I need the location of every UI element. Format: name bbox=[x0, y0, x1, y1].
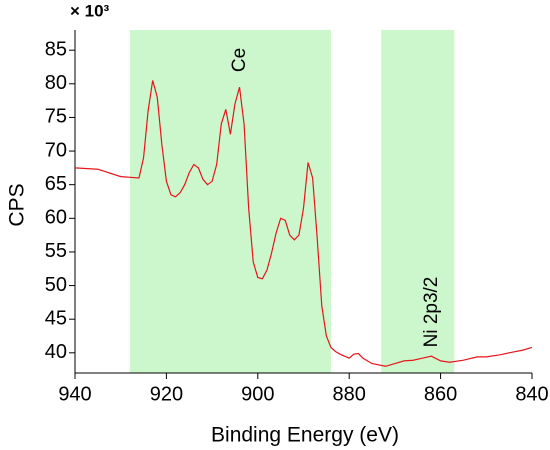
annotation: Ni 2p3/2 bbox=[421, 277, 442, 348]
y-tick-label: 60 bbox=[45, 207, 67, 229]
y-tick-label: 70 bbox=[45, 139, 67, 161]
x-axis-label: Binding Energy (eV) bbox=[211, 424, 399, 447]
annotation: Ce bbox=[229, 48, 250, 72]
x-tick-label: 920 bbox=[150, 383, 183, 405]
x-tick-label: 940 bbox=[58, 383, 91, 405]
region bbox=[381, 30, 455, 373]
x-tick-label: 880 bbox=[333, 383, 366, 405]
y-tick-label: 40 bbox=[45, 341, 67, 363]
y-tick-label: 85 bbox=[45, 38, 67, 60]
region bbox=[129, 30, 331, 373]
y-tick-label: 65 bbox=[45, 173, 67, 195]
y-tick-label: 75 bbox=[45, 106, 67, 128]
x-tick-label: 900 bbox=[241, 383, 274, 405]
y-tick-label: 50 bbox=[45, 274, 67, 296]
y-axis-label: CPS bbox=[6, 183, 29, 226]
y-tick-label: 80 bbox=[45, 72, 67, 94]
data-line bbox=[74, 80, 533, 367]
y-multiplier: × 10³ bbox=[70, 1, 110, 20]
y-tick-label: 55 bbox=[45, 240, 67, 262]
x-tick-label: 860 bbox=[424, 383, 457, 405]
y-tick-label: 45 bbox=[45, 307, 67, 329]
x-tick-label: 840 bbox=[515, 383, 548, 405]
